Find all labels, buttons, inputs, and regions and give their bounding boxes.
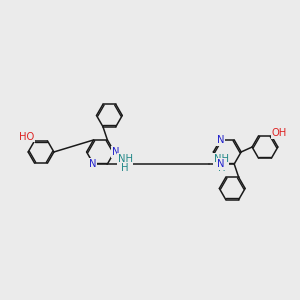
Text: OH: OH (272, 128, 287, 138)
Text: H: H (218, 163, 225, 173)
Text: N: N (217, 135, 224, 145)
Text: N: N (217, 159, 224, 169)
Text: NH: NH (118, 154, 133, 164)
Text: H: H (122, 163, 129, 173)
Text: HO: HO (19, 132, 34, 142)
Text: N: N (89, 159, 96, 169)
Text: NH: NH (214, 154, 229, 164)
Text: N: N (112, 147, 119, 157)
